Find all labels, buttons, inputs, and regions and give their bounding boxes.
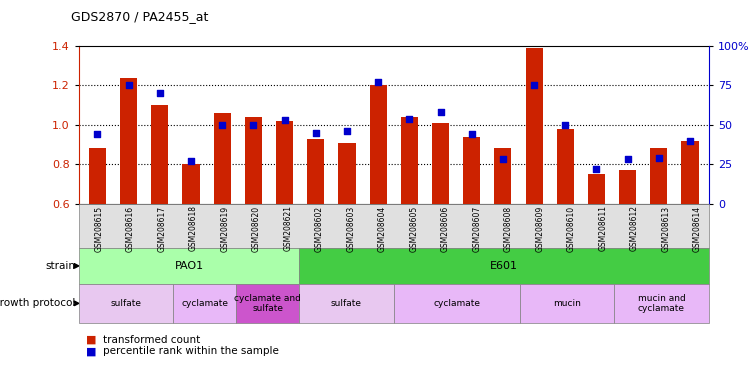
Point (466, 131, 478, 137)
Text: mucin and
cyclamate: mucin and cyclamate (638, 294, 686, 313)
Bar (650, 149, 668, 204)
Point (404, 116, 416, 122)
Point (560, 122, 572, 128)
Bar (276, 121, 293, 204)
Text: GSM208617: GSM208617 (158, 205, 166, 252)
Text: percentile rank within the sample: percentile rank within the sample (103, 346, 279, 356)
Text: GSM208619: GSM208619 (220, 205, 230, 252)
Text: GSM208611: GSM208611 (598, 205, 608, 252)
Point (590, 166, 602, 172)
Text: PAO1: PAO1 (175, 261, 203, 271)
Text: GSM208602: GSM208602 (315, 205, 324, 252)
Bar (370, 86, 387, 204)
Bar (182, 164, 200, 204)
Bar (400, 117, 418, 204)
Bar (89, 149, 106, 204)
Text: E601: E601 (490, 261, 518, 271)
Point (123, 83, 135, 89)
Bar (244, 117, 262, 204)
Text: GSM208612: GSM208612 (630, 205, 639, 252)
Text: transformed count: transformed count (103, 335, 200, 345)
Text: GSM208615: GSM208615 (94, 205, 104, 252)
Point (528, 83, 540, 89)
Point (497, 156, 509, 162)
Point (185, 158, 197, 164)
Text: GSM208607: GSM208607 (472, 205, 482, 252)
Point (341, 128, 353, 134)
Text: mucin: mucin (553, 299, 581, 308)
Text: growth protocol: growth protocol (0, 298, 75, 308)
Text: GSM208614: GSM208614 (693, 205, 702, 252)
Bar (556, 129, 574, 204)
Text: cyclamate and
sulfate: cyclamate and sulfate (234, 294, 302, 313)
Bar (682, 141, 698, 204)
Point (622, 156, 634, 162)
Text: ■: ■ (86, 346, 97, 356)
Text: GSM208620: GSM208620 (252, 205, 261, 252)
Text: strain: strain (45, 261, 75, 271)
Bar (432, 123, 449, 204)
Text: GSM208621: GSM208621 (284, 205, 292, 252)
Text: GSM208610: GSM208610 (567, 205, 576, 252)
Point (92, 131, 104, 137)
Bar (494, 149, 512, 204)
Bar (338, 142, 356, 204)
Text: GSM208604: GSM208604 (378, 205, 387, 252)
Bar (214, 113, 231, 204)
Text: ■: ■ (86, 335, 97, 345)
Text: GSM208603: GSM208603 (346, 205, 355, 252)
Text: GSM208613: GSM208613 (662, 205, 670, 252)
Point (154, 90, 166, 96)
Text: sulfate: sulfate (110, 299, 142, 308)
Point (216, 122, 228, 128)
Point (434, 109, 446, 115)
Point (684, 137, 696, 144)
Text: GDS2870 / PA2455_at: GDS2870 / PA2455_at (71, 10, 209, 23)
Bar (152, 105, 169, 204)
Text: GSM208609: GSM208609 (536, 205, 544, 252)
Text: GSM208616: GSM208616 (126, 205, 135, 252)
Bar (464, 137, 480, 204)
Point (310, 130, 322, 136)
Text: cyclamate: cyclamate (433, 299, 480, 308)
Bar (619, 170, 636, 204)
Point (248, 122, 259, 128)
Text: GSM208608: GSM208608 (504, 205, 513, 252)
Text: GSM208606: GSM208606 (441, 205, 450, 252)
Text: GSM208618: GSM208618 (189, 205, 198, 252)
Point (278, 117, 290, 123)
Bar (308, 139, 324, 204)
Text: GSM208605: GSM208605 (410, 205, 419, 252)
Point (372, 79, 384, 85)
Text: cyclamate: cyclamate (182, 299, 228, 308)
Text: sulfate: sulfate (331, 299, 362, 308)
Bar (588, 174, 605, 204)
Bar (120, 78, 137, 204)
Point (652, 155, 664, 161)
Bar (526, 48, 543, 204)
